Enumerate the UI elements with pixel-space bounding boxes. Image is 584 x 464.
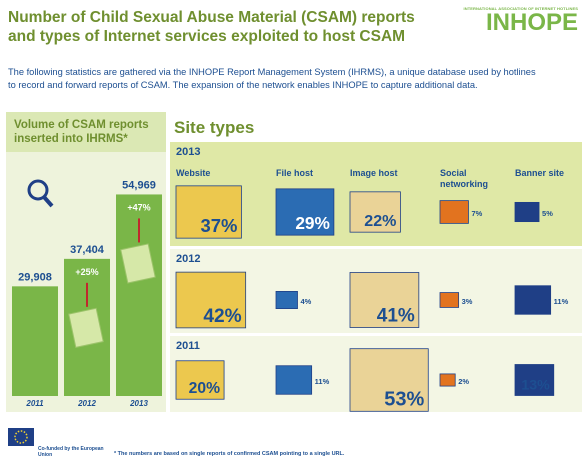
percent-label: 5% <box>542 209 553 218</box>
growth-label: +47% <box>127 202 150 212</box>
site-type-icon <box>276 291 298 308</box>
x-tick-label: 2012 <box>77 399 96 408</box>
site-type-icon <box>440 293 459 308</box>
column-header: Image host <box>350 168 410 179</box>
column-header: File host <box>276 168 336 179</box>
column-header: Social networking <box>440 168 500 190</box>
percent-label: 53% <box>384 388 424 410</box>
percent-label: 37% <box>200 215 237 236</box>
infographic: 29,908 2011 37,404 2012 +25% 54,969 2013 +47% 37… <box>0 0 584 464</box>
percent-label: 11% <box>554 297 569 306</box>
title: Number of Child Sexual Abuse Material (C… <box>8 8 448 46</box>
percent-label: 3% <box>462 297 473 306</box>
intro-line: to record and forward reports of CSAM. T… <box>8 79 580 92</box>
logo: INTERNATIONAL ASSOCIATION OF INTERNET HO… <box>446 6 578 35</box>
percent-label: 41% <box>377 306 415 327</box>
percent-label: 42% <box>203 306 241 327</box>
x-tick-label: 2013 <box>129 399 148 408</box>
year-label: 2013 <box>176 146 200 158</box>
percent-label: 11% <box>315 377 330 386</box>
year-label: 2012 <box>176 253 200 265</box>
site-type-icon <box>440 201 468 224</box>
site-types-title: Site types <box>174 118 254 138</box>
funding-text: Co-funded by the European Union <box>38 446 108 458</box>
chart-title-line: Volume of CSAM reports <box>14 118 164 132</box>
bar <box>12 286 58 396</box>
chart-title-line: inserted into IHRMS* <box>14 132 164 146</box>
year-label: 2011 <box>176 340 200 352</box>
title-line: and types of Internet services exploited… <box>8 27 448 46</box>
eu-flag <box>8 428 34 446</box>
site-type-icon <box>515 286 551 315</box>
percent-label: 2% <box>458 377 469 386</box>
percent-label: 13% <box>521 378 550 394</box>
site-type-icon <box>440 374 455 386</box>
site-type-icon <box>276 366 312 395</box>
intro-line: The following statistics are gathered vi… <box>8 66 580 79</box>
value-label: 54,969 <box>122 179 156 191</box>
value-label: 29,908 <box>18 271 52 283</box>
footnote: * The numbers are based on single report… <box>114 451 344 457</box>
percent-label: 20% <box>189 380 220 397</box>
x-tick-label: 2011 <box>25 399 44 408</box>
percent-label: 7% <box>471 209 482 218</box>
percent-label: 29% <box>295 213 330 233</box>
intro: The following statistics are gathered vi… <box>8 66 580 92</box>
percent-label: 22% <box>364 212 396 230</box>
column-header: Banner site <box>515 168 575 179</box>
value-label: 37,404 <box>70 244 105 256</box>
percent-label: 4% <box>301 297 312 306</box>
column-header: Website <box>176 168 236 179</box>
title-line: Number of Child Sexual Abuse Material (C… <box>8 8 448 27</box>
logo-text: INHOPE <box>446 11 578 35</box>
site-type-icon <box>515 202 539 221</box>
growth-label: +25% <box>75 267 98 277</box>
